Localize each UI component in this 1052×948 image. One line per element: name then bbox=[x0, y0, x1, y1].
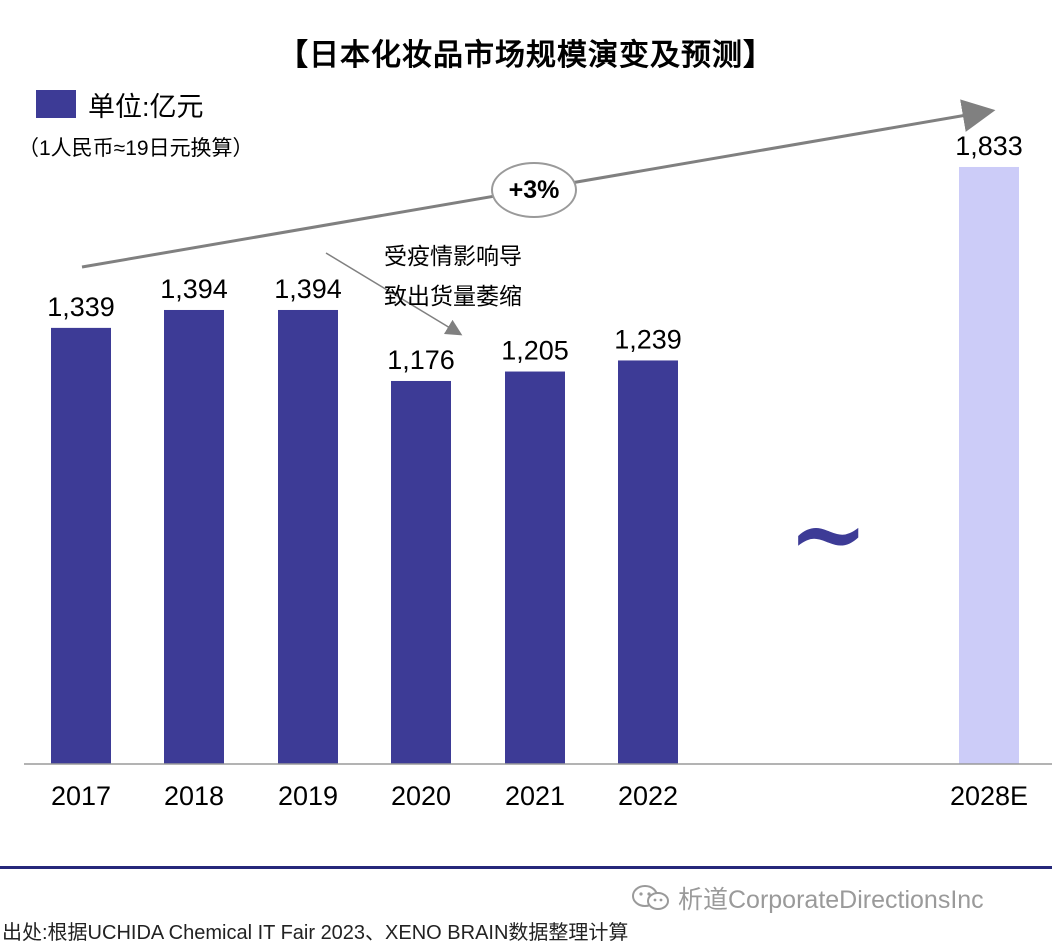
x-tick-2028E: 2028E bbox=[950, 781, 1028, 811]
bar-2022 bbox=[618, 360, 678, 764]
bar-2018 bbox=[164, 309, 224, 764]
watermark: 析道CorporateDirectionsInc bbox=[630, 880, 984, 916]
watermark-text: 析道CorporateDirectionsInc bbox=[678, 886, 984, 914]
bar-2017 bbox=[51, 327, 111, 764]
wechat-icon bbox=[632, 885, 669, 910]
value-label-2018: 1,394 bbox=[160, 274, 228, 304]
value-label-2020: 1,176 bbox=[387, 345, 455, 375]
axis-break-tilde: ~ bbox=[788, 477, 869, 590]
bar-chart: 1,339 2017 1,394 2018 1,394 2019 1,176 2020 1,20… bbox=[24, 99, 1052, 811]
value-label-2028E: 1,833 bbox=[955, 131, 1023, 161]
bar-2028E bbox=[959, 166, 1019, 765]
value-label-2022: 1,239 bbox=[614, 324, 682, 354]
x-tick-2018: 2018 bbox=[164, 781, 224, 811]
x-tick-2020: 2020 bbox=[391, 781, 451, 811]
bar-2019 bbox=[278, 309, 338, 764]
bar-2020 bbox=[391, 380, 451, 764]
value-label-2019: 1,394 bbox=[274, 274, 342, 304]
decline-callout: 受疫情影响导 致出货量萎缩 bbox=[384, 236, 522, 316]
x-tick-2019: 2019 bbox=[278, 781, 338, 811]
source-note: 出处:根据UCHIDA Chemical IT Fair 2023、XENO B… bbox=[2, 922, 629, 944]
x-tick-2022: 2022 bbox=[618, 781, 678, 811]
value-label-2021: 1,205 bbox=[501, 336, 569, 366]
unit-swatch bbox=[36, 90, 76, 118]
x-tick-2017: 2017 bbox=[51, 781, 111, 811]
callout-line-1: 受疫情影响导 bbox=[384, 243, 522, 269]
chart-title: 【日本化妆品市场规模演变及预测】 bbox=[278, 39, 774, 72]
callout-line-2: 致出货量萎缩 bbox=[384, 283, 522, 309]
x-tick-2021: 2021 bbox=[505, 781, 565, 811]
unit-legend: 单位:亿元 bbox=[36, 86, 204, 122]
footer-divider bbox=[0, 866, 1052, 869]
decline-arrow bbox=[325, 252, 463, 336]
exchange-rate-note: （1人民币≈19日元换算） bbox=[18, 137, 254, 160]
value-label-2017: 1,339 bbox=[47, 292, 115, 322]
growth-rate-badge: +3% bbox=[491, 162, 577, 218]
unit-label: 单位:亿元 bbox=[88, 91, 204, 122]
bar-2021 bbox=[505, 371, 565, 764]
